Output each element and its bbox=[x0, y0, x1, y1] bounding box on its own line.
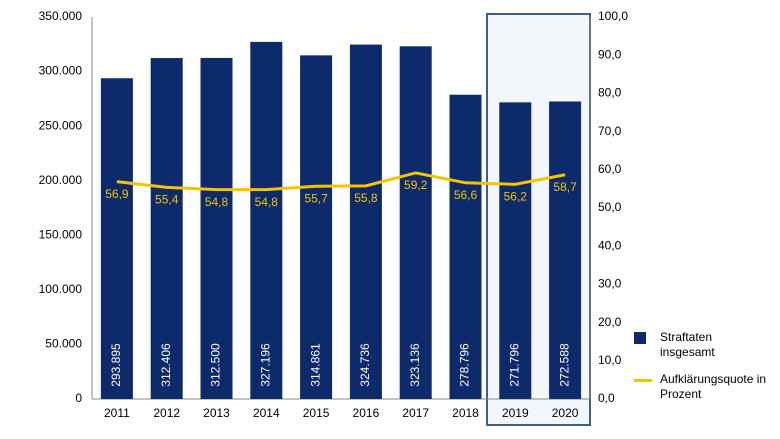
bar bbox=[300, 55, 333, 399]
legend-label: Straftaten insgesamt bbox=[660, 330, 715, 359]
bar-value-label: 327.196 bbox=[258, 343, 272, 387]
x-tick-label: 2014 bbox=[253, 406, 280, 420]
line-value-label: 54,8 bbox=[255, 195, 279, 209]
bar bbox=[250, 41, 283, 399]
bar bbox=[499, 102, 532, 400]
y2-tick-label: 90,0 bbox=[598, 47, 622, 61]
bar-value-label: 272.588 bbox=[557, 343, 571, 387]
y-tick-label: 50.000 bbox=[45, 337, 82, 351]
line-value-label: 55,7 bbox=[304, 191, 328, 205]
bar-value-label: 293.895 bbox=[109, 343, 123, 387]
x-tick-label: 2015 bbox=[303, 406, 330, 420]
y2-tick-label: 0,0 bbox=[598, 391, 615, 405]
line-value-label: 55,4 bbox=[155, 193, 179, 207]
line-value-label: 56,2 bbox=[504, 189, 528, 203]
legend-swatch bbox=[634, 332, 646, 344]
y-tick-label: 250.000 bbox=[39, 118, 83, 132]
bar bbox=[399, 46, 432, 400]
bar bbox=[549, 101, 582, 399]
x-tick-label: 2017 bbox=[402, 406, 429, 420]
y-tick-label: 300.000 bbox=[39, 64, 83, 78]
bar bbox=[449, 94, 482, 399]
line-value-label: 55,8 bbox=[354, 191, 378, 205]
bar bbox=[150, 58, 183, 400]
x-tick-label: 2016 bbox=[353, 406, 380, 420]
y2-tick-label: 30,0 bbox=[598, 277, 622, 291]
bar-value-label: 278.796 bbox=[458, 343, 472, 387]
bar-value-label: 312.406 bbox=[159, 343, 173, 387]
bar bbox=[200, 57, 233, 400]
y2-tick-label: 50,0 bbox=[598, 200, 622, 214]
legend-label: Aufklärungsquote in Prozent bbox=[660, 372, 767, 401]
y2-tick-label: 60,0 bbox=[598, 162, 622, 176]
y2-tick-label: 20,0 bbox=[598, 315, 622, 329]
bar-value-label: 312.500 bbox=[209, 343, 223, 387]
x-tick-label: 2011 bbox=[104, 406, 130, 420]
x-tick-label: 2013 bbox=[203, 406, 230, 420]
y2-tick-label: 70,0 bbox=[598, 124, 622, 138]
line-value-label: 59,2 bbox=[404, 178, 428, 192]
line-value-label: 56,9 bbox=[105, 187, 129, 201]
y-tick-label: 100.000 bbox=[39, 282, 83, 296]
x-tick-label: 2012 bbox=[153, 406, 180, 420]
bar-value-label: 324.736 bbox=[358, 343, 372, 387]
y-tick-label: 200.000 bbox=[39, 173, 83, 187]
line-value-label: 54,8 bbox=[205, 195, 229, 209]
y-tick-label: 350.000 bbox=[39, 9, 83, 23]
x-tick-label: 2020 bbox=[552, 406, 579, 420]
legend-swatch bbox=[634, 379, 652, 382]
y2-tick-label: 40,0 bbox=[598, 238, 622, 252]
y2-tick-label: 80,0 bbox=[598, 86, 622, 100]
y-tick-label: 150.000 bbox=[39, 227, 83, 241]
bar-value-label: 271.796 bbox=[507, 343, 521, 387]
x-tick-label: 2019 bbox=[502, 406, 529, 420]
y2-tick-label: 100,0 bbox=[598, 9, 628, 23]
bar-value-label: 314.861 bbox=[308, 343, 322, 387]
y2-tick-label: 10,0 bbox=[598, 353, 622, 367]
line bbox=[116, 171, 566, 192]
line-value-label: 56,6 bbox=[454, 188, 478, 202]
bar bbox=[100, 78, 133, 400]
bar bbox=[349, 44, 382, 399]
bar-value-label: 323.136 bbox=[408, 343, 422, 387]
x-tick-label: 2018 bbox=[452, 406, 479, 420]
line-value-label: 58,7 bbox=[553, 180, 577, 194]
y-tick-label: 0 bbox=[75, 391, 82, 405]
